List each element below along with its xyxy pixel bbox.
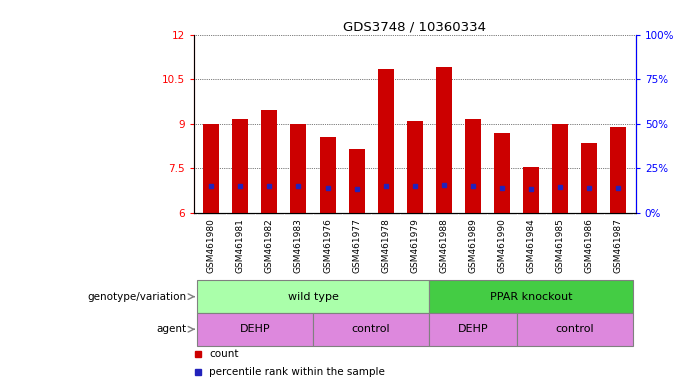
Text: PPAR knockout: PPAR knockout <box>490 291 573 302</box>
Bar <box>581 143 597 213</box>
Text: count: count <box>209 349 239 359</box>
Bar <box>233 119 248 213</box>
Text: GSM461978: GSM461978 <box>381 218 390 273</box>
Text: GSM461985: GSM461985 <box>556 218 564 273</box>
Bar <box>552 124 568 213</box>
Text: wild type: wild type <box>288 291 339 302</box>
Text: GSM461980: GSM461980 <box>207 218 216 273</box>
Text: GSM461988: GSM461988 <box>439 218 448 273</box>
Bar <box>429 313 517 346</box>
Text: GSM461976: GSM461976 <box>323 218 332 273</box>
Text: percentile rank within the sample: percentile rank within the sample <box>209 366 385 377</box>
Bar <box>197 313 313 346</box>
Text: control: control <box>352 324 390 334</box>
Text: GSM461990: GSM461990 <box>498 218 507 273</box>
Text: GSM461977: GSM461977 <box>352 218 361 273</box>
Text: GSM461982: GSM461982 <box>265 218 274 273</box>
Bar <box>465 119 481 213</box>
Bar <box>494 133 510 213</box>
Text: genotype/variation: genotype/variation <box>88 291 187 302</box>
Bar <box>611 127 626 213</box>
Bar <box>407 121 423 213</box>
Bar <box>203 124 219 213</box>
Bar <box>313 313 429 346</box>
Text: GSM461989: GSM461989 <box>469 218 477 273</box>
Bar <box>436 67 452 213</box>
Bar <box>261 111 277 213</box>
Bar <box>377 69 394 213</box>
Bar <box>523 167 539 213</box>
Text: GSM461986: GSM461986 <box>585 218 594 273</box>
Bar <box>517 313 633 346</box>
Text: GSM461981: GSM461981 <box>236 218 245 273</box>
Text: GSM461987: GSM461987 <box>614 218 623 273</box>
Text: agent: agent <box>157 324 187 334</box>
Text: GSM461983: GSM461983 <box>294 218 303 273</box>
Bar <box>290 124 307 213</box>
Title: GDS3748 / 10360334: GDS3748 / 10360334 <box>343 20 486 33</box>
Bar <box>320 137 335 213</box>
Bar <box>197 280 429 313</box>
Text: DEHP: DEHP <box>239 324 270 334</box>
Text: GSM461979: GSM461979 <box>410 218 420 273</box>
Text: DEHP: DEHP <box>458 324 488 334</box>
Text: control: control <box>556 324 594 334</box>
Bar <box>349 149 364 213</box>
Bar <box>429 280 633 313</box>
Text: GSM461984: GSM461984 <box>526 218 536 273</box>
